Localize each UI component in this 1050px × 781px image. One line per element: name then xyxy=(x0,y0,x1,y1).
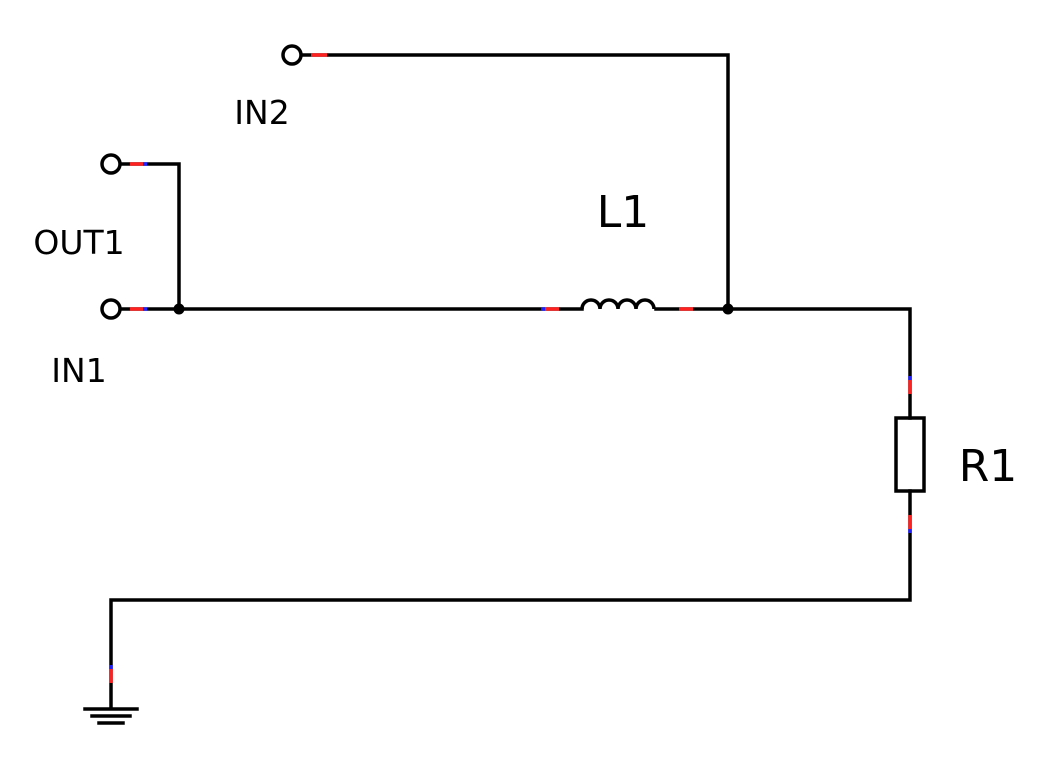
wire-node-to-r1 xyxy=(726,307,912,420)
wire-r1-to-ground xyxy=(109,489,912,709)
terminal-in2[interactable] xyxy=(281,44,303,66)
wire-in2 xyxy=(299,53,730,311)
resistor-r1 xyxy=(894,416,926,493)
wires xyxy=(109,53,912,709)
terminal-in1[interactable] xyxy=(100,298,122,320)
ground-icon xyxy=(83,707,139,725)
label-in2: IN2 xyxy=(234,93,289,132)
junction-dot-in2 xyxy=(722,303,734,315)
label-out1: OUT1 xyxy=(33,223,124,262)
label-r1: R1 xyxy=(959,441,1018,492)
inductor-l1 xyxy=(580,298,656,310)
pin-markers xyxy=(109,53,912,683)
label-l1: L1 xyxy=(597,187,650,238)
label-in1: IN1 xyxy=(51,351,106,390)
terminal-out1[interactable] xyxy=(100,153,122,175)
junction-dot-out1 xyxy=(173,303,185,315)
wire-out1 xyxy=(118,162,181,311)
